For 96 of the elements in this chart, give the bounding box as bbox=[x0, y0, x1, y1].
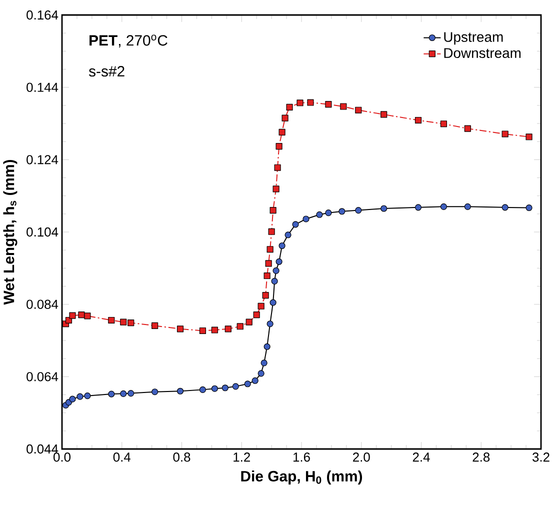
point bbox=[222, 384, 228, 392]
point bbox=[302, 216, 310, 222]
point bbox=[266, 246, 274, 253]
y-axis-title: Wet Length, h$_{s}$ (mm) bbox=[3, 160, 18, 305]
point bbox=[380, 111, 388, 118]
point bbox=[440, 203, 447, 210]
point bbox=[502, 204, 508, 211]
point bbox=[84, 392, 91, 400]
point bbox=[199, 327, 206, 334]
point bbox=[236, 323, 244, 330]
point bbox=[274, 164, 281, 171]
legend-label: Downstream bbox=[444, 48, 521, 58]
point bbox=[211, 326, 218, 334]
point bbox=[76, 393, 84, 400]
point bbox=[414, 204, 422, 211]
x-tick-label: 3.2 bbox=[532, 452, 550, 462]
y-tick-label: 0.124 bbox=[26, 155, 58, 164]
point bbox=[338, 208, 346, 215]
point bbox=[128, 319, 134, 326]
point bbox=[440, 120, 447, 128]
point bbox=[276, 258, 282, 265]
point bbox=[264, 272, 270, 280]
y-tick-label: 0.084 bbox=[26, 300, 58, 309]
point bbox=[296, 100, 304, 106]
point bbox=[246, 318, 252, 326]
point bbox=[120, 318, 127, 326]
point bbox=[286, 104, 293, 111]
x-tick-label: 1.2 bbox=[234, 452, 250, 462]
point bbox=[266, 320, 274, 328]
point bbox=[244, 380, 251, 388]
point bbox=[464, 203, 471, 210]
annotation: s-s#2 bbox=[88, 66, 124, 77]
point bbox=[252, 377, 258, 384]
point bbox=[270, 299, 276, 306]
point bbox=[278, 242, 286, 250]
y-tick-label: 0.044 bbox=[26, 444, 58, 454]
point bbox=[325, 101, 332, 108]
point bbox=[340, 103, 347, 110]
point bbox=[108, 316, 115, 324]
point bbox=[292, 221, 299, 228]
point bbox=[526, 134, 532, 140]
point bbox=[271, 278, 278, 284]
point bbox=[253, 312, 260, 318]
point bbox=[69, 396, 76, 402]
legend-label: Upstream bbox=[444, 32, 503, 45]
point bbox=[270, 207, 276, 214]
x-tick-label: 2.0 bbox=[353, 452, 370, 462]
point bbox=[176, 388, 184, 394]
point bbox=[380, 205, 388, 212]
point bbox=[224, 326, 232, 332]
point bbox=[276, 142, 282, 150]
point bbox=[316, 211, 323, 218]
point bbox=[108, 390, 115, 398]
point bbox=[355, 207, 362, 214]
point bbox=[78, 312, 85, 318]
point bbox=[264, 343, 270, 350]
point bbox=[262, 292, 269, 299]
y-tick-label: 0.104 bbox=[26, 227, 58, 237]
point bbox=[272, 186, 280, 192]
point bbox=[526, 204, 532, 212]
point bbox=[152, 322, 158, 329]
x-tick-label: 0.4 bbox=[113, 452, 131, 462]
point bbox=[258, 370, 264, 377]
y-tick-label: 0.064 bbox=[26, 372, 58, 382]
point bbox=[355, 106, 362, 114]
point bbox=[128, 390, 134, 397]
point bbox=[265, 260, 272, 267]
point bbox=[414, 116, 422, 124]
point bbox=[232, 383, 239, 390]
point bbox=[278, 128, 286, 136]
point bbox=[272, 267, 280, 274]
point bbox=[120, 390, 127, 397]
point bbox=[282, 114, 288, 122]
point bbox=[176, 326, 184, 332]
point bbox=[464, 125, 471, 132]
point bbox=[325, 210, 332, 216]
x-tick-label: 2.4 bbox=[412, 452, 430, 462]
point bbox=[260, 360, 268, 366]
point bbox=[502, 130, 508, 138]
point bbox=[152, 388, 158, 396]
x-tick-label: 2.8 bbox=[472, 452, 490, 462]
point bbox=[84, 312, 91, 320]
point bbox=[268, 228, 275, 235]
point bbox=[69, 312, 76, 319]
x-tick-label: 1.6 bbox=[293, 452, 310, 462]
x-tick-label: 0.0 bbox=[54, 452, 71, 462]
point bbox=[258, 302, 264, 310]
point bbox=[199, 386, 206, 393]
y-tick-label: 0.164 bbox=[26, 10, 58, 20]
x-axis-title: Die Gap, H$_{0}$ (mm) bbox=[241, 470, 362, 484]
point bbox=[211, 385, 218, 392]
y-tick-label: 0.144 bbox=[26, 82, 58, 92]
point bbox=[307, 99, 314, 106]
annotation: PET, 270$^{o}$C bbox=[90, 34, 168, 48]
point bbox=[284, 232, 292, 238]
x-tick-label: 0.8 bbox=[173, 452, 190, 462]
